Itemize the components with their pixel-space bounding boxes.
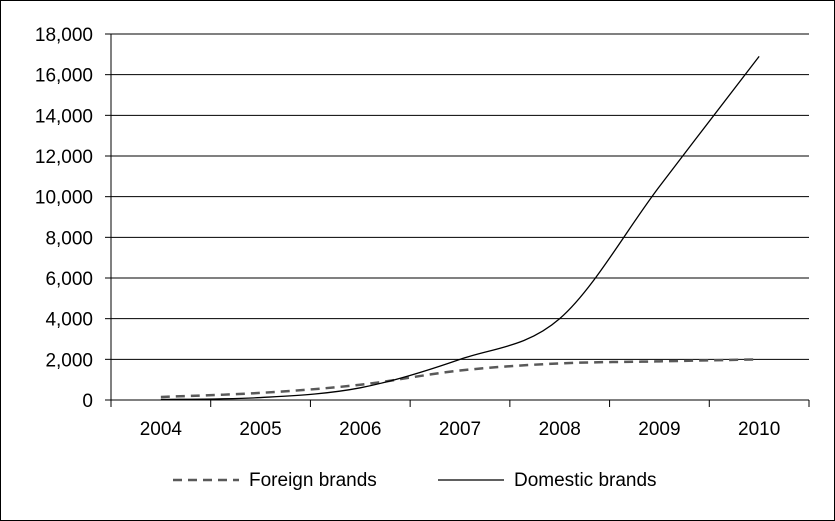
y-tick-label: 8,000: [45, 228, 93, 249]
x-axis: 2004 2005 2006 2007 2008 2009 2010: [110, 399, 810, 440]
y-tick-label: 18,000: [35, 25, 93, 46]
y-tick-label: 0: [82, 391, 93, 412]
y-tick-label: 10,000: [35, 188, 93, 209]
legend: Foreign brands Domestic brands: [173, 470, 657, 491]
y-tick-label: 6,000: [45, 269, 93, 290]
x-tick-label: 2010: [738, 419, 780, 440]
series-line-domestic-brands: [160, 55, 760, 401]
y-tick-label: 16,000: [35, 66, 93, 87]
legend-label-foreign-brands: Foreign brands: [249, 470, 377, 491]
y-tick-label: 12,000: [35, 147, 93, 168]
x-tick-label: 2008: [539, 419, 581, 440]
series-lines: [160, 55, 760, 401]
y-tick-label: 4,000: [45, 310, 93, 331]
gridlines: [111, 33, 809, 360]
x-tick-label: 2006: [339, 419, 381, 440]
y-axis: 0 2,000 4,000 6,000 8,000 10,000 12,000 14,000 1…: [35, 25, 112, 412]
x-tick-label: 2009: [638, 419, 680, 440]
x-tick-label: 2005: [239, 419, 281, 440]
x-tick-label: 2004: [140, 419, 183, 440]
series-line-foreign-brands: [160, 358, 760, 399]
y-tick-label: 14,000: [35, 106, 93, 127]
x-tick-label: 2007: [439, 419, 481, 440]
y-tick-label: 2,000: [45, 350, 93, 371]
legend-label-domestic-brands: Domestic brands: [514, 470, 657, 491]
